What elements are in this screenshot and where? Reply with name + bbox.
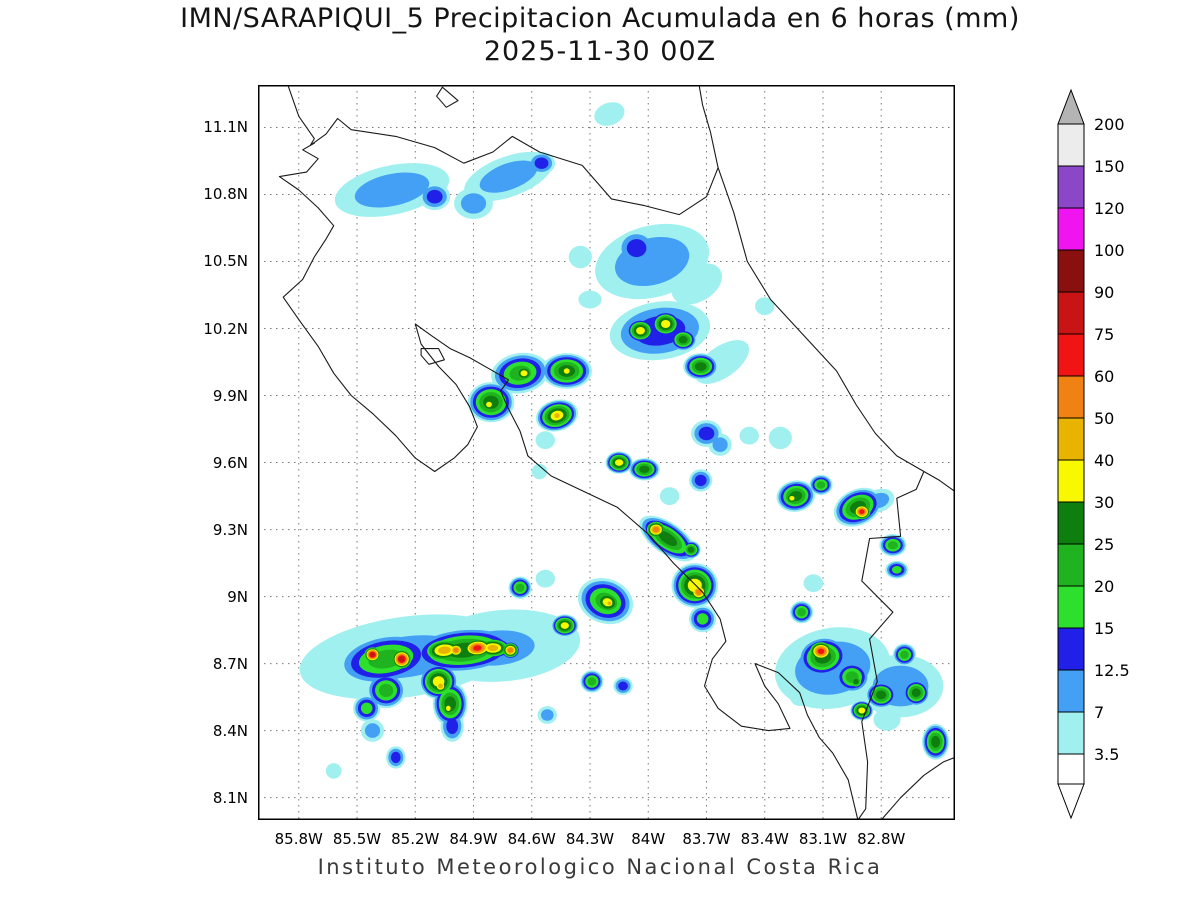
y-tick-label: 9.6N	[212, 453, 248, 472]
x-tick-label: 84.6W	[507, 830, 556, 848]
x-tick-label: 84.9W	[449, 830, 498, 848]
x-tick-label: 83.1W	[798, 830, 848, 848]
colorbar-tick-label: 3.5	[1094, 745, 1119, 764]
y-tick-label: 9.3N	[212, 520, 248, 539]
map-svg	[258, 85, 955, 820]
x-tick-label: 84W	[631, 830, 666, 848]
colorbar: 200 150 120 100 90 75 60 50 40 30 25 20 15 12.5 7 3.5	[1048, 88, 1138, 826]
x-tick-label: 84.3W	[565, 830, 615, 848]
colorbar-tick-label: 15	[1094, 619, 1114, 638]
colorbar-svg: 200 150 120 100 90 75 60 50 40 30 25 20 15 12.5 7 3.5	[1057, 88, 1130, 820]
colorbar-tick-label: 30	[1094, 493, 1114, 512]
plot-frame	[258, 85, 955, 820]
y-tick-label: 8.7N	[212, 654, 248, 673]
y-tick-label: 8.4N	[212, 721, 248, 740]
x-tick-label: 85.8W	[274, 830, 323, 848]
colorbar-tick-label: 40	[1094, 451, 1114, 470]
colorbar-tick-label: 12.5	[1094, 661, 1130, 680]
y-tick-label: 10.2N	[203, 319, 248, 338]
x-tick-label: 85.5W	[332, 830, 382, 848]
x-tick-label: 85.2W	[391, 830, 440, 848]
y-tick-label: 10.8N	[203, 185, 248, 204]
colorbar-tick-label: 75	[1094, 325, 1114, 344]
colorbar-tick-label: 150	[1094, 157, 1125, 176]
chart-subtitle: 2025-11-30 00Z	[483, 36, 717, 67]
colorbar-tick-label: 60	[1094, 367, 1114, 386]
chart-title: IMN/SARAPIQUI_5 Precipitacion Acumulada …	[180, 3, 1020, 34]
x-tick-label: 83.4W	[740, 830, 789, 848]
y-tick-label: 9.9N	[212, 386, 248, 405]
map-plot	[258, 85, 955, 820]
x-tick-label: 82.8W	[857, 830, 906, 848]
x-tick-label: 83.7W	[682, 830, 731, 848]
colorbar-tick-label: 200	[1094, 115, 1125, 134]
colorbar-tick-label: 120	[1094, 199, 1125, 218]
y-tick-label: 8.1N	[212, 788, 248, 807]
precipitation-layer	[299, 102, 950, 779]
coastline-layer	[278, 85, 955, 820]
y-tick-label: 9N	[227, 587, 248, 606]
y-tick-label: 11.1N	[203, 118, 248, 137]
footer-text: Instituto Meteorologico Nacional Costa R…	[317, 855, 883, 879]
colorbar-tick-label: 20	[1094, 577, 1114, 596]
colorbar-tick-label: 100	[1094, 241, 1125, 260]
colorbar-tick-label: 90	[1094, 283, 1114, 302]
y-tick-label: 10.5N	[203, 252, 248, 271]
colorbar-tick-label: 50	[1094, 409, 1114, 428]
colorbar-tick-label: 25	[1094, 535, 1114, 554]
colorbar-tick-label: 7	[1094, 703, 1104, 722]
